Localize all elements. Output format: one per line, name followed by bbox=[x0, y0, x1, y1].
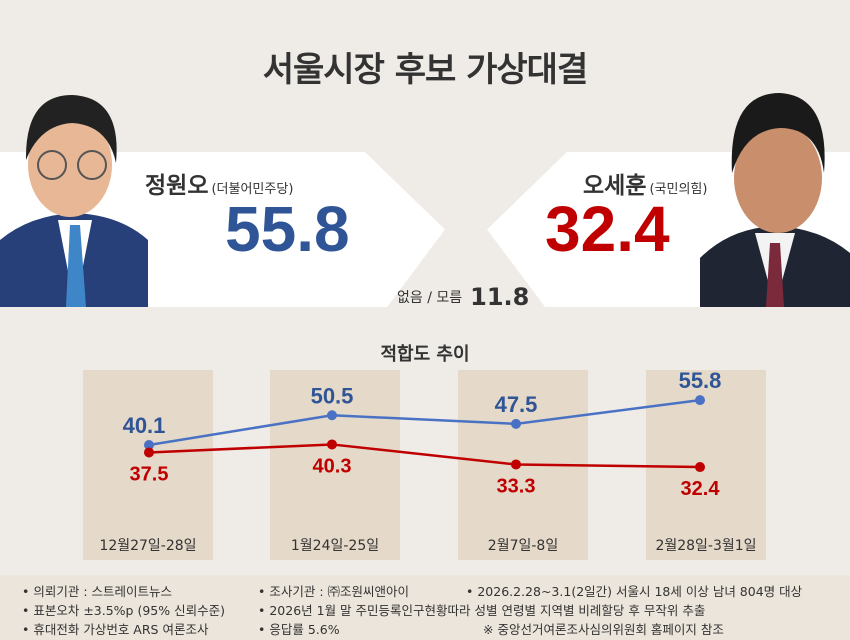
footnote: • 휴대전화 가상번호 ARS 여론조사 bbox=[22, 622, 209, 637]
footnote: • 조사기관 : ㈜조원씨앤아이 bbox=[258, 584, 410, 599]
candidate-name-left: 정원오 (더불어민주당) bbox=[145, 166, 293, 200]
chart-title: 적합도 추이 bbox=[380, 344, 470, 365]
footnote: • 응답률 5.6% bbox=[258, 622, 340, 637]
data-point bbox=[144, 447, 154, 458]
period-column bbox=[646, 370, 766, 560]
data-label: 40.1 bbox=[123, 413, 166, 438]
x-tick-label: 12월27일-28일 bbox=[99, 538, 197, 554]
party-text: (더불어민주당) bbox=[211, 182, 294, 197]
period-column bbox=[270, 370, 400, 560]
undecided-stat: 없음 / 모름 11.8 bbox=[397, 283, 529, 311]
series-line-0 bbox=[148, 398, 701, 447]
data-label: 33.3 bbox=[497, 475, 536, 497]
footnote: • 의뢰기관 : 스트레이트뉴스 bbox=[22, 584, 173, 599]
data-label: 32.4 bbox=[681, 478, 721, 500]
data-label: 37.5 bbox=[130, 463, 169, 485]
footnote: • 2026년 1월 말 주민등록인구현황따라 성별 연령별 지역별 비례할당 … bbox=[258, 603, 706, 618]
data-label: 55.8 bbox=[679, 368, 722, 393]
x-tick-label: 2월7일-8일 bbox=[487, 538, 559, 554]
data-point bbox=[144, 440, 154, 451]
data-point bbox=[327, 410, 337, 421]
candidate-value-left: 55.8 bbox=[225, 193, 350, 265]
footnote: • 표본오차 ±3.5%p (95% 신뢰수준) bbox=[22, 603, 225, 618]
data-point bbox=[695, 462, 705, 473]
data-label: 40.3 bbox=[313, 455, 352, 477]
data-point bbox=[695, 395, 705, 406]
candidate-name-right: 오세훈 (국민의힘) bbox=[583, 166, 707, 200]
data-point bbox=[511, 418, 521, 429]
data-point bbox=[511, 459, 521, 470]
footer-notes: • 의뢰기관 : 스트레이트뉴스 • 조사기관 : ㈜조원씨앤아이 • 2026… bbox=[0, 575, 850, 640]
name-text: 오세훈 bbox=[583, 173, 647, 199]
data-label: 47.5 bbox=[495, 392, 538, 417]
undecided-label: 없음 / 모름 bbox=[397, 290, 463, 306]
x-tick-label: 2월28일-3월1일 bbox=[655, 538, 757, 554]
candidate-photo-left bbox=[0, 95, 148, 307]
data-label: 50.5 bbox=[311, 383, 354, 408]
footnote: ※ 중앙선거여론조사심의위원회 홈페이지 참조 bbox=[483, 622, 724, 637]
x-tick-label: 1월24일-25일 bbox=[290, 538, 380, 554]
party-text: (국민의힘) bbox=[649, 182, 708, 197]
candidate-value-right: 32.4 bbox=[545, 193, 670, 265]
page-title: 서울시장 후보 가상대결 bbox=[262, 50, 588, 90]
series-line-1 bbox=[148, 443, 701, 469]
period-column bbox=[83, 370, 213, 560]
data-point bbox=[327, 439, 337, 450]
footnote: • 2026.2.28~3.1(2일간) 서울시 18세 이상 남녀 804명 … bbox=[466, 584, 803, 599]
undecided-value: 11.8 bbox=[470, 283, 530, 311]
candidate-photo-right bbox=[700, 93, 850, 307]
name-text: 정원오 bbox=[145, 173, 209, 199]
